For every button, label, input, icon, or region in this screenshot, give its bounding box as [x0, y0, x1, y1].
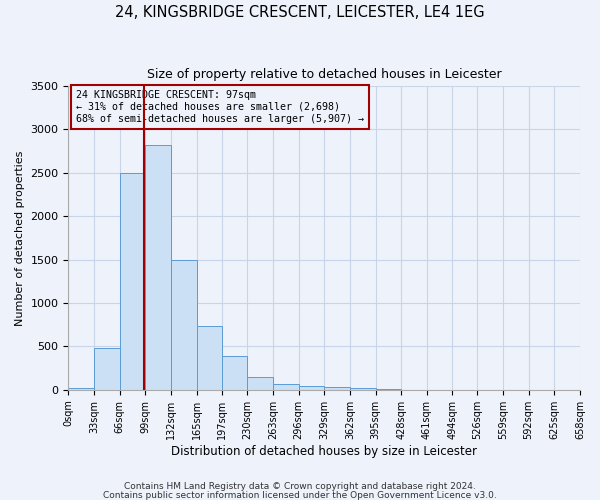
- Text: Contains HM Land Registry data © Crown copyright and database right 2024.: Contains HM Land Registry data © Crown c…: [124, 482, 476, 491]
- Bar: [247, 378, 273, 390]
- Text: Contains public sector information licensed under the Open Government Licence v3: Contains public sector information licen…: [103, 490, 497, 500]
- Y-axis label: Number of detached properties: Number of detached properties: [15, 150, 25, 326]
- Bar: [299, 386, 324, 390]
- X-axis label: Distribution of detached houses by size in Leicester: Distribution of detached houses by size …: [171, 444, 477, 458]
- Bar: [120, 172, 145, 390]
- Bar: [350, 388, 376, 390]
- Bar: [94, 348, 120, 390]
- Bar: [376, 389, 401, 390]
- Bar: [68, 388, 94, 390]
- Title: Size of property relative to detached houses in Leicester: Size of property relative to detached ho…: [147, 68, 502, 80]
- Bar: [221, 356, 247, 390]
- Bar: [324, 387, 350, 390]
- Bar: [197, 326, 221, 390]
- Bar: [145, 145, 171, 390]
- Bar: [273, 384, 299, 390]
- Text: 24, KINGSBRIDGE CRESCENT, LEICESTER, LE4 1EG: 24, KINGSBRIDGE CRESCENT, LEICESTER, LE4…: [115, 5, 485, 20]
- Bar: [171, 260, 197, 390]
- Text: 24 KINGSBRIDGE CRESCENT: 97sqm
← 31% of detached houses are smaller (2,698)
68% : 24 KINGSBRIDGE CRESCENT: 97sqm ← 31% of …: [76, 90, 364, 124]
